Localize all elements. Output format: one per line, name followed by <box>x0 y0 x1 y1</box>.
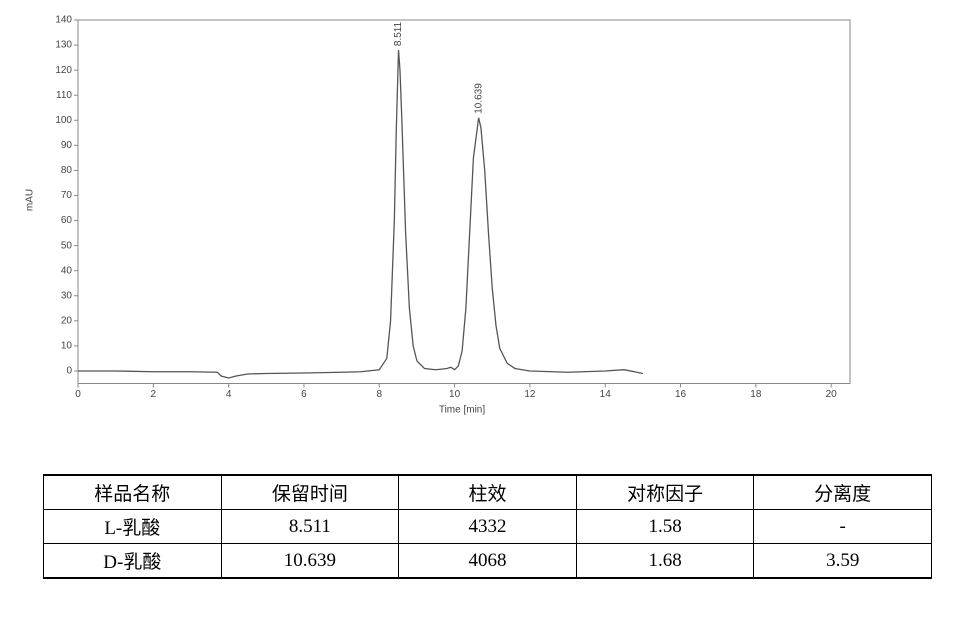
peak-label: 8.511 <box>393 21 404 46</box>
table-cell: 4332 <box>398 509 577 544</box>
y-tick-label: 60 <box>61 215 73 226</box>
chart: mAU Time [min] 0102030405060708090100110… <box>25 15 851 416</box>
x-tick-label: 12 <box>524 389 536 400</box>
table-cell: - <box>753 509 932 544</box>
x-tick-label: 2 <box>151 389 157 400</box>
x-tick-label: 4 <box>226 389 232 400</box>
x-tick-label: 16 <box>675 389 687 400</box>
table-cell: 分离度 <box>753 474 932 510</box>
x-tick-label: 20 <box>826 389 838 400</box>
plot-frame <box>77 19 851 384</box>
table-cell: 1.58 <box>575 509 755 544</box>
table-cell: 3.59 <box>753 543 932 579</box>
table-cell: 柱效 <box>398 474 577 510</box>
y-tick-label: 10 <box>61 341 73 352</box>
x-tick-label: 18 <box>750 389 762 400</box>
peak-label: 10.639 <box>473 83 484 114</box>
table-row: L-乳酸 8.511 4332 1.58- <box>43 509 932 544</box>
table-cell: 8.511 <box>220 509 400 544</box>
chromatogram-line <box>78 50 644 379</box>
y-tick-label: 70 <box>61 190 73 201</box>
y-tick-label: 120 <box>55 65 72 76</box>
y-tick-label: 40 <box>61 265 73 276</box>
x-tick-label: 14 <box>600 389 612 400</box>
result-table: 样品名称 保留时间 柱效 对称因子 分离度 L-乳酸 8.511 4332 1.58- D-乳酸 1… <box>43 474 932 579</box>
y-tick-label: 30 <box>61 290 73 301</box>
x-tick-label: 10 <box>449 389 461 400</box>
y-tick-label: 0 <box>66 366 72 377</box>
y-tick-label: 90 <box>61 140 73 151</box>
y-tick-label: 80 <box>61 165 73 176</box>
y-tick-label: 140 <box>55 15 72 26</box>
table-cell: 10.639 <box>220 543 400 579</box>
y-tick-label: 110 <box>56 90 72 101</box>
y-tick-label: 20 <box>61 315 73 326</box>
table-cell: D-乳酸 <box>43 543 222 579</box>
table-cell: 4068 <box>398 543 577 579</box>
table-cell: 保留时间 <box>220 474 400 510</box>
x-tick-label: 6 <box>301 389 307 400</box>
table-cell: L-乳酸 <box>43 509 222 544</box>
x-tick-label: 0 <box>75 389 81 400</box>
y-tick-label: 50 <box>61 240 73 251</box>
y-tick-label: 130 <box>55 40 72 51</box>
table-row: D-乳酸 10.639 4068 1.68 3.59 <box>43 543 932 579</box>
x-tick-label: 8 <box>376 389 382 400</box>
table-row: 样品名称 保留时间 柱效 对称因子 分离度 <box>43 474 932 510</box>
table-cell: 1.68 <box>575 543 755 579</box>
table-cell: 对称因子 <box>575 474 755 510</box>
y-tick-label: 100 <box>55 115 72 126</box>
y-axis-label: mAU <box>25 189 36 211</box>
table-cell: 样品名称 <box>43 474 222 510</box>
x-axis-label: Time [min] <box>439 405 486 416</box>
